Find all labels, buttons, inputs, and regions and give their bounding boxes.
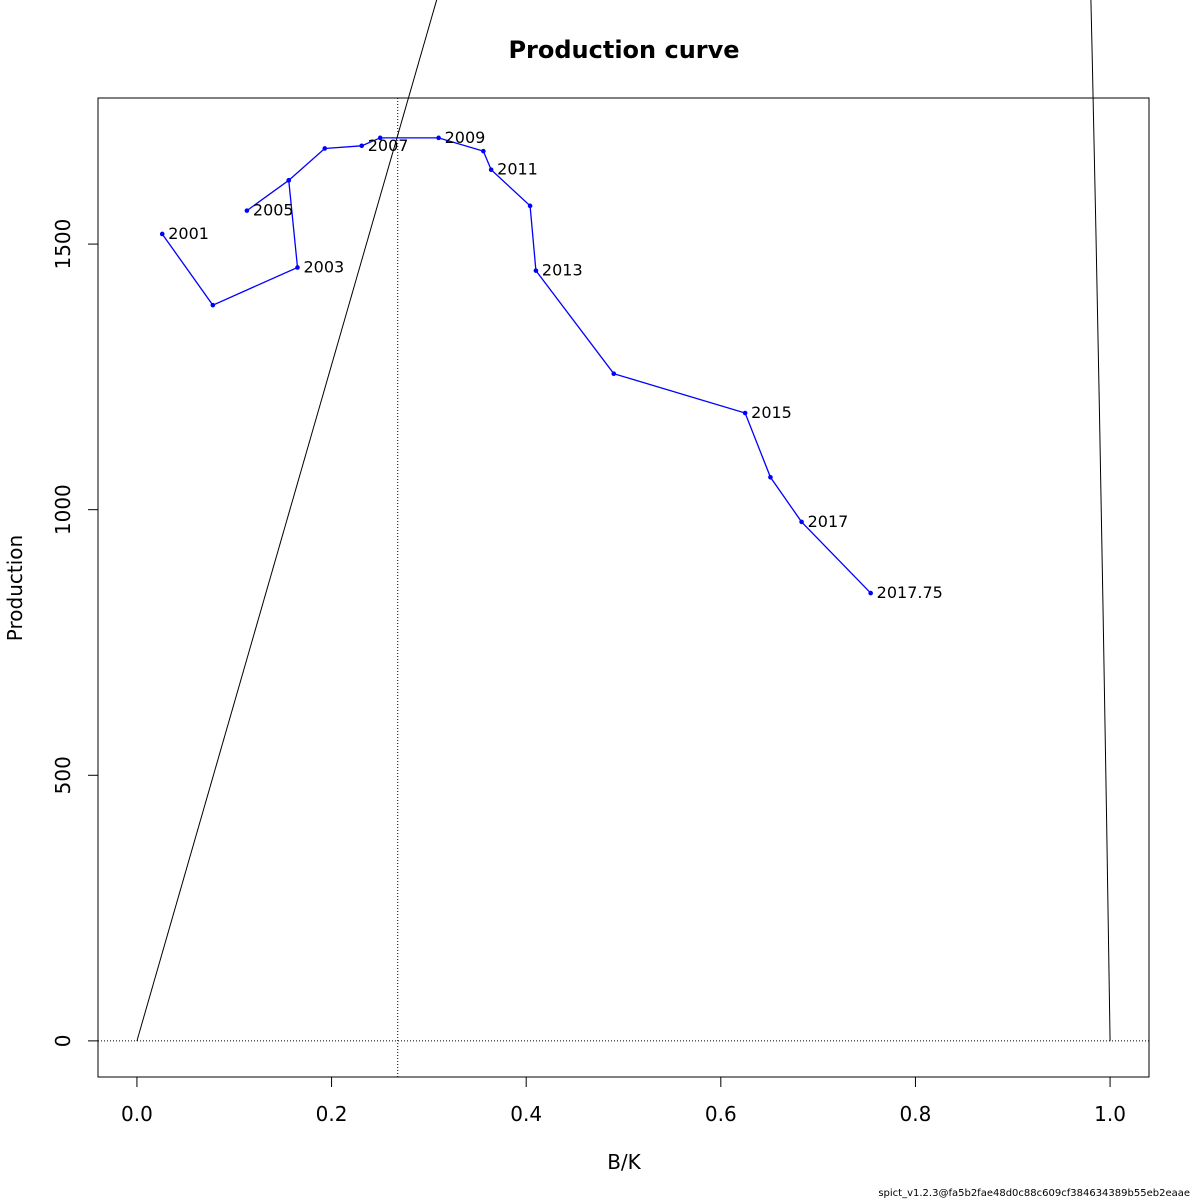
trajectory-layer: 2001 2003 2005 2007 2009 2011 2013 2015 2017 2017… bbox=[159, 128, 943, 602]
trajectory-point bbox=[295, 265, 300, 270]
x-tick-label: 0.4 bbox=[510, 1102, 542, 1126]
year-label: 2013 bbox=[542, 261, 583, 280]
year-label: 2017.75 bbox=[877, 583, 943, 602]
y-axis: 0 500 1000 1500 bbox=[51, 219, 99, 1048]
trajectory-point bbox=[244, 208, 250, 213]
year-label: 2017 bbox=[808, 512, 849, 531]
trajectory-point bbox=[488, 167, 494, 173]
trajectory-point bbox=[868, 590, 873, 596]
y-axis-label: Production bbox=[3, 535, 27, 641]
x-tick-label: 1.0 bbox=[1094, 1102, 1126, 1126]
x-axis-label: B/K bbox=[607, 1150, 641, 1174]
chart-title: Production curve bbox=[508, 36, 739, 64]
trajectory-point bbox=[359, 143, 365, 149]
production-curve-layer bbox=[136, 0, 1111, 1042]
trajectory-point bbox=[377, 135, 383, 141]
trajectory-point bbox=[533, 268, 539, 273]
year-label: 2001 bbox=[168, 224, 209, 243]
trajectory-point bbox=[436, 135, 441, 141]
y-tick-label: 1000 bbox=[51, 484, 75, 535]
y-tick-label: 1500 bbox=[51, 219, 75, 270]
year-label: 2005 bbox=[253, 201, 294, 220]
x-tick-label: 0.2 bbox=[316, 1102, 348, 1126]
year-label: 2007 bbox=[368, 136, 409, 155]
year-label: 2003 bbox=[303, 257, 344, 276]
x-tick-label: 0.8 bbox=[900, 1102, 932, 1126]
trajectory-point bbox=[210, 302, 216, 308]
trajectory-point bbox=[768, 474, 773, 480]
x-axis: 0.0 0.2 0.4 0.6 0.8 1.0 bbox=[121, 1076, 1126, 1126]
trajectory-point bbox=[742, 410, 748, 416]
trajectory-point bbox=[322, 146, 328, 151]
trajectory-point bbox=[611, 371, 617, 376]
reference-lines bbox=[98, 98, 1149, 1077]
year-label: 2015 bbox=[751, 403, 792, 422]
trajectory-point bbox=[286, 178, 292, 183]
trajectory-point bbox=[799, 519, 804, 525]
y-tick-label: 0 bbox=[51, 1035, 75, 1048]
y-tick-label: 500 bbox=[51, 756, 75, 794]
trajectory-point bbox=[481, 148, 486, 154]
version-footer: spict_v1.2.3@fa5b2fae48d0c88c609cf384634… bbox=[878, 1188, 1190, 1199]
trajectory-point bbox=[159, 231, 165, 237]
x-tick-label: 0.0 bbox=[121, 1102, 153, 1126]
trajectory-point bbox=[527, 203, 533, 209]
year-label: 2011 bbox=[497, 160, 538, 179]
x-tick-label: 0.6 bbox=[705, 1102, 737, 1126]
theoretical-production-curve bbox=[136, 0, 1111, 1042]
year-label: 2009 bbox=[445, 128, 486, 147]
